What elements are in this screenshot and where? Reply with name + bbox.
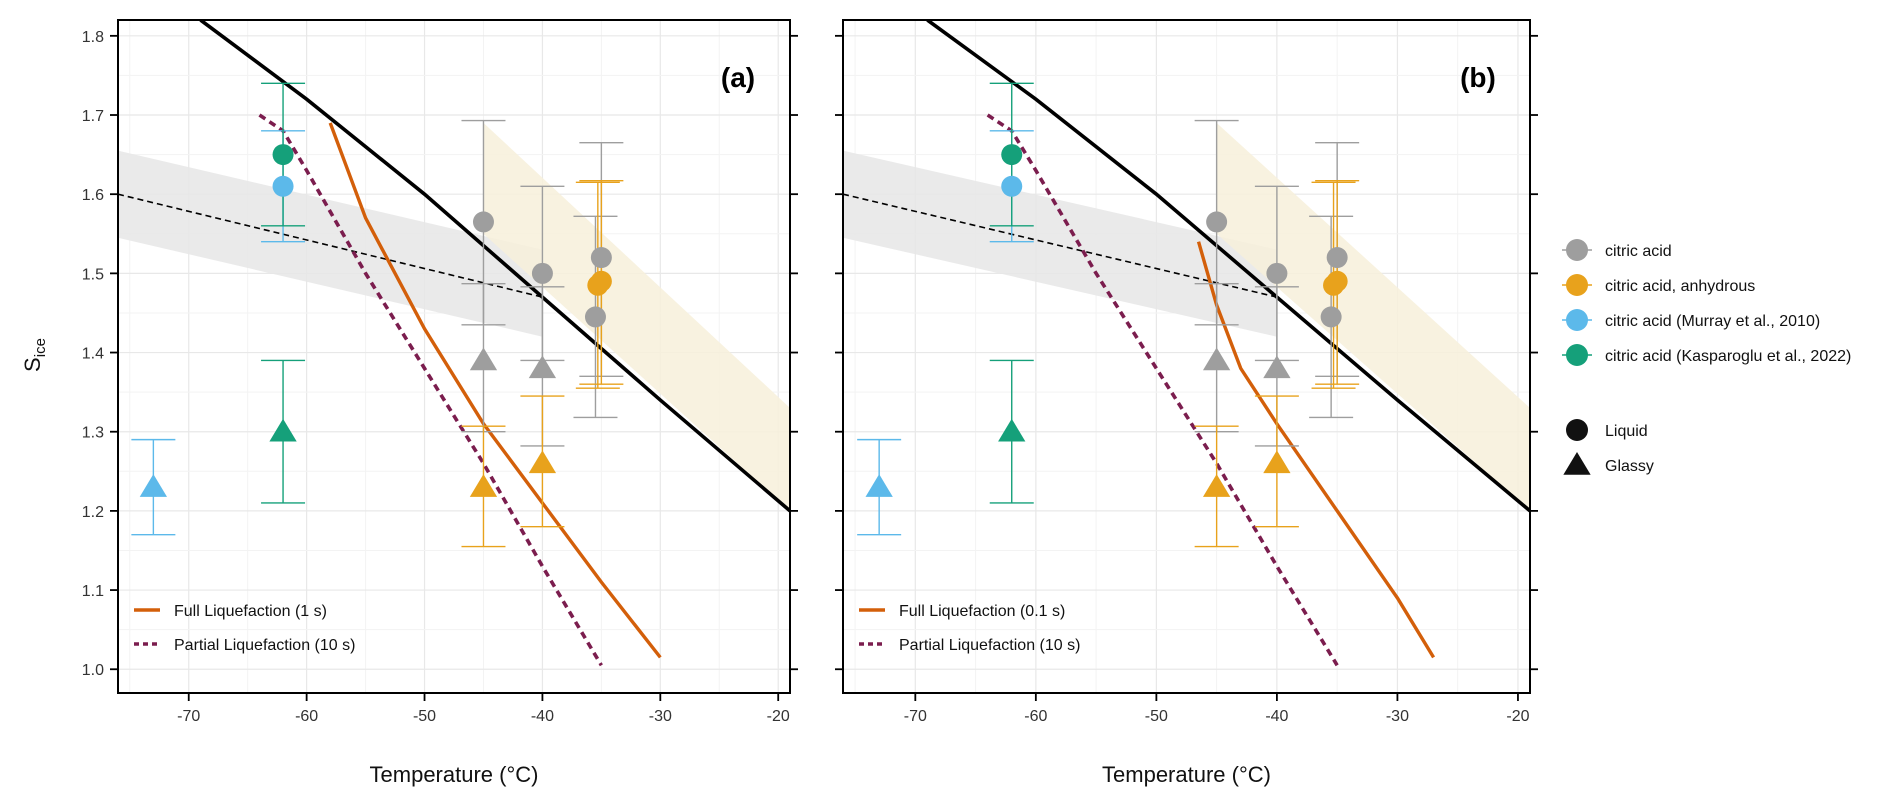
data-point — [865, 474, 893, 497]
curve-black-dashed — [118, 193, 543, 298]
y-tick-label: 1.8 — [82, 29, 104, 46]
data-point — [1263, 355, 1291, 379]
x-tick-label: -60 — [295, 708, 318, 725]
ticks: -70 -60 -50 -40 -30 -20 — [835, 34, 1538, 725]
data-point — [1266, 262, 1288, 284]
x-axis-title: Temperature (°C) — [370, 762, 539, 787]
line-legend: Full Liquefaction (0.1 s) Partial Liquefa… — [859, 603, 1080, 654]
uncertainty-band — [483, 122, 790, 511]
data-point — [1001, 175, 1023, 197]
x-axis-title: Temperature (°C) — [1102, 762, 1271, 787]
data-point — [472, 211, 494, 233]
x-tick-label: -70 — [177, 708, 200, 725]
y-tick-label: 1.0 — [82, 662, 104, 679]
curve-purple-dashed — [986, 113, 1339, 667]
x-tick-label: -40 — [531, 708, 554, 725]
y-tick-label: 1.3 — [82, 425, 104, 442]
legend-label: Partial Liquefaction (10 s) — [899, 637, 1080, 654]
legend-series-label: citric acid (Murray et al., 2010) — [1605, 313, 1820, 330]
y-axis-title-sub: ice — [32, 338, 49, 357]
data-point — [587, 274, 609, 296]
plot-frame — [117, 19, 791, 694]
line-legend: Full Liquefaction (1 s) Partial Liquefact… — [134, 603, 355, 654]
gridlines — [843, 20, 1530, 693]
legend-series-marker — [1566, 309, 1588, 331]
data-point — [1001, 144, 1023, 166]
legend-series-marker — [1566, 344, 1588, 366]
uncertainty-band — [118, 150, 543, 337]
legend-shape-label: Glassy — [1605, 458, 1654, 475]
gridlines — [118, 20, 790, 693]
x-tick-label: -30 — [649, 708, 672, 725]
data-point — [1202, 347, 1231, 371]
y-tick-label: 1.6 — [82, 187, 104, 204]
legend-right: citric acid citric acid, anhydrous citric … — [1562, 239, 1851, 475]
plot-area — [843, 20, 1530, 667]
x-tick-label: -20 — [767, 708, 790, 725]
x-tick-label: -50 — [1145, 708, 1168, 725]
data-point — [1206, 211, 1228, 233]
legend-label: Partial Liquefaction (10 s) — [174, 637, 355, 654]
y-tick-label: 1.1 — [82, 583, 104, 600]
data-point — [272, 175, 294, 197]
y-tick-label: 1.7 — [82, 108, 104, 125]
data-point — [528, 450, 557, 474]
ticks: -70 -60 -50 -40 -30 -20 1.0 1.1 1.2 1.3 1.4 1.5 1.6 1… — [82, 29, 798, 725]
x-tick-label: -50 — [413, 708, 436, 725]
data-point — [528, 355, 557, 379]
panel-label: (b) — [1460, 62, 1496, 93]
x-tick-label: -20 — [1506, 708, 1529, 725]
data-point — [1320, 306, 1342, 328]
legend-label: Full Liquefaction (1 s) — [174, 603, 327, 620]
plot-area — [118, 20, 790, 667]
legend-shape-label: Liquid — [1605, 423, 1648, 440]
curve-purple-dashed — [258, 113, 603, 667]
y-axis-title-main: S — [20, 357, 45, 372]
panel-label: (a) — [721, 62, 755, 93]
data-point — [469, 474, 498, 497]
data-point — [590, 247, 612, 269]
legend-series-label: citric acid — [1605, 243, 1672, 260]
x-tick-label: -70 — [904, 708, 927, 725]
data-point — [1263, 450, 1291, 474]
legend-label: Full Liquefaction (0.1 s) — [899, 603, 1065, 620]
x-tick-label: -40 — [1265, 708, 1288, 725]
legend-series-marker — [1566, 239, 1588, 261]
panel-a: -70 -60 -50 -40 -30 -20 1.0 1.1 1.2 1.3 1.4 1.5 1.6 1… — [82, 19, 798, 787]
legend-series-marker — [1566, 274, 1588, 296]
curve-black-dashed — [843, 193, 1278, 298]
y-tick-label: 1.2 — [82, 504, 104, 521]
data-point — [269, 418, 297, 442]
x-tick-label: -30 — [1386, 708, 1409, 725]
y-tick-label: 1.4 — [82, 346, 104, 363]
y-tick-label: 1.5 — [82, 266, 104, 283]
uncertainty-band — [843, 150, 1277, 337]
data-point — [139, 474, 168, 497]
data-point — [584, 306, 606, 328]
data-point — [469, 347, 498, 371]
x-tick-label: -60 — [1024, 708, 1047, 725]
data-point — [1323, 274, 1345, 296]
legend-shape-marker — [1563, 452, 1591, 475]
data-point — [272, 144, 294, 166]
data-point — [531, 262, 553, 284]
legend-series-label: citric acid (Kasparoglu et al., 2022) — [1605, 348, 1851, 365]
uncertainty-band — [1216, 122, 1530, 511]
legend-shape-marker — [1566, 419, 1588, 441]
legend-series-label: citric acid, anhydrous — [1605, 278, 1755, 295]
y-axis-title: Sice — [20, 338, 49, 372]
data-point — [998, 418, 1026, 442]
data-point — [1202, 474, 1231, 497]
panel-b: -70 -60 -50 -40 -30 -20 Temperature (°C) (b) Ful… — [835, 19, 1538, 787]
data-point — [1326, 247, 1348, 269]
plot-frame — [842, 19, 1531, 694]
